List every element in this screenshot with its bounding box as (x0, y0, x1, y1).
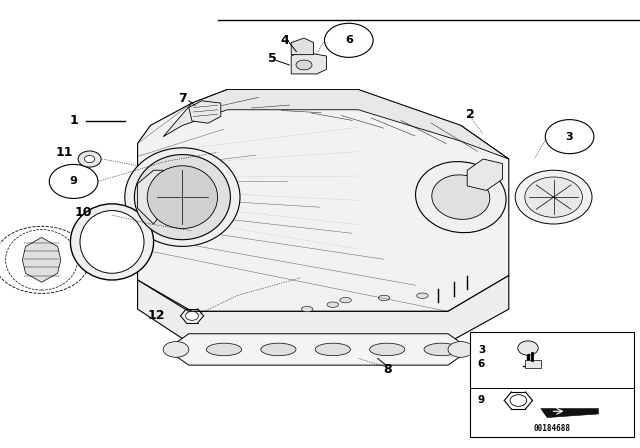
Text: 12: 12 (148, 309, 166, 323)
Text: 00184688: 00184688 (534, 424, 570, 433)
Ellipse shape (417, 293, 428, 298)
Ellipse shape (340, 297, 351, 303)
Ellipse shape (125, 148, 240, 246)
Ellipse shape (327, 302, 339, 307)
Text: 6: 6 (478, 359, 485, 369)
Text: 3: 3 (478, 345, 485, 355)
Text: 7: 7 (178, 92, 187, 105)
Ellipse shape (147, 166, 218, 228)
Circle shape (49, 164, 98, 198)
Polygon shape (189, 101, 221, 123)
Ellipse shape (525, 177, 582, 217)
Text: 5: 5 (268, 52, 276, 65)
Ellipse shape (448, 341, 474, 358)
Circle shape (186, 311, 198, 320)
Polygon shape (541, 409, 598, 418)
Text: 3: 3 (566, 132, 573, 142)
Text: 1: 1 (69, 114, 78, 128)
Circle shape (84, 155, 95, 163)
FancyBboxPatch shape (525, 360, 541, 368)
Circle shape (518, 341, 538, 355)
Circle shape (545, 120, 594, 154)
FancyBboxPatch shape (470, 332, 634, 437)
Ellipse shape (370, 343, 405, 356)
Text: 4: 4 (280, 34, 289, 47)
Text: 10: 10 (74, 206, 92, 220)
Circle shape (324, 23, 373, 57)
Circle shape (78, 151, 101, 167)
Ellipse shape (206, 343, 242, 356)
Ellipse shape (424, 343, 460, 356)
Polygon shape (138, 90, 509, 311)
Text: 9: 9 (478, 395, 485, 405)
Ellipse shape (134, 155, 230, 240)
Polygon shape (467, 159, 502, 190)
Ellipse shape (415, 162, 506, 233)
Text: 8: 8 (383, 363, 392, 376)
Ellipse shape (515, 170, 592, 224)
Ellipse shape (163, 341, 189, 358)
Polygon shape (138, 276, 509, 343)
Ellipse shape (432, 175, 490, 220)
Ellipse shape (378, 295, 390, 301)
Text: 11: 11 (55, 146, 73, 159)
Polygon shape (291, 52, 326, 74)
Ellipse shape (301, 306, 313, 312)
Polygon shape (163, 90, 509, 159)
Ellipse shape (261, 343, 296, 356)
Text: 9: 9 (70, 177, 77, 186)
Polygon shape (291, 38, 314, 55)
Text: 2: 2 (466, 108, 475, 121)
Polygon shape (138, 170, 163, 224)
Circle shape (510, 395, 527, 406)
Ellipse shape (296, 60, 312, 70)
Ellipse shape (80, 211, 144, 273)
Ellipse shape (315, 343, 351, 356)
Ellipse shape (70, 204, 154, 280)
Text: 6: 6 (345, 35, 353, 45)
Polygon shape (22, 237, 61, 282)
Polygon shape (166, 334, 470, 365)
